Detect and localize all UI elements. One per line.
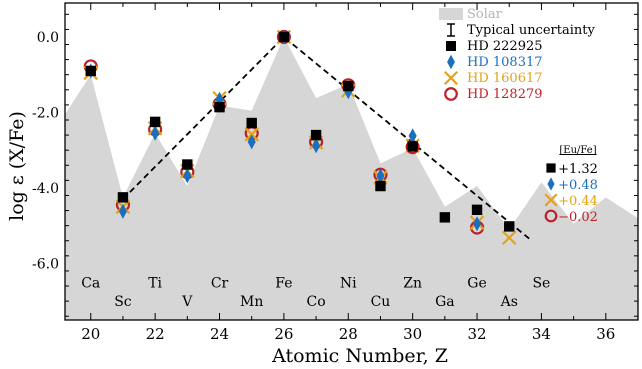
element-label-sc: Sc — [114, 294, 132, 310]
legend-marker-hd-160617 — [443, 70, 459, 86]
point-hd-160617-z25 — [244, 127, 259, 142]
element-label-se: Se — [532, 275, 550, 291]
eu-fe-marker-hd-222925 — [546, 163, 556, 173]
point-hd-222925-z28 — [343, 80, 354, 92]
point-hd-160617-z33 — [501, 230, 517, 246]
x-tick-label-28: 28 — [339, 325, 358, 343]
y-tick-label: 0.0 — [37, 30, 59, 46]
point-hd-108317-z24 — [215, 91, 224, 107]
y-tick-label: -6.0 — [32, 256, 59, 272]
x-axis-label: Atomic Number, Z — [271, 345, 448, 367]
y-axis-label: log ε (X/Fe) — [6, 111, 28, 221]
point-hd-222925-z27 — [310, 129, 322, 141]
x-tick-label-20: 20 — [81, 325, 100, 343]
point-hd-222925-z23 — [182, 159, 193, 170]
fit-line — [122, 35, 533, 242]
eu-fe-key: [Eu/Fe] +1.32+0.48+0.44−0.02 — [544, 145, 598, 225]
element-label-as: As — [500, 294, 518, 310]
fit-line-layer — [122, 35, 533, 242]
legend-solar-label: Solar — [467, 7, 503, 22]
legend-label-hd-128279: HD 128279 — [467, 87, 543, 102]
element-label-ge: Ge — [467, 275, 486, 291]
eu-fe-value-hd-108317: +0.48 — [558, 178, 598, 193]
point-hd-222925-z20 — [85, 65, 96, 77]
point-hd-222925-z26 — [278, 31, 290, 43]
point-hd-222925-z25 — [246, 117, 257, 129]
point-hd-222925-z22 — [149, 116, 161, 128]
legend-uncertainty-bar — [447, 23, 455, 37]
x-tick-label-34: 34 — [532, 325, 551, 343]
x-tick-label-30: 30 — [403, 325, 422, 343]
plot-frame — [64, 2, 639, 321]
eu-fe-value-hd-128279: −0.02 — [558, 210, 598, 225]
legend-label-hd-222925: HD 222925 — [467, 39, 543, 54]
element-label-co: Co — [307, 294, 326, 310]
element-label-ga: Ga — [435, 294, 455, 310]
point-hd-222925-z24 — [214, 101, 225, 113]
data-points-layer — [83, 29, 517, 246]
eu-fe-marker-hd-128279 — [544, 209, 558, 223]
solar-area-layer — [65, 37, 638, 320]
x-tick-label-22: 22 — [146, 325, 165, 343]
element-label-ca: Ca — [81, 275, 100, 291]
point-hd-108317-z30 — [408, 128, 417, 144]
eu-fe-value-hd-222925: +1.32 — [558, 162, 598, 177]
x-tick-label-24: 24 — [210, 325, 229, 343]
point-hd-108317-z29 — [376, 168, 385, 184]
element-label-cu: Cu — [371, 294, 391, 310]
element-labels-layer: Ca Sc Ti V Cr Mn Fe Co Ni Cu Zn Ga Ge As Se — [81, 275, 550, 310]
element-label-zn: Zn — [403, 275, 422, 291]
y-tick-label: -2.0 — [32, 105, 59, 121]
eu-fe-value-hd-160617: +0.44 — [558, 194, 598, 209]
point-hd-108317-z23 — [183, 168, 192, 184]
point-hd-108317-z21 — [118, 203, 127, 219]
point-hd-108317-z27 — [312, 138, 321, 154]
eu-fe-marker-hd-160617 — [544, 193, 558, 207]
point-hd-108317-z32 — [472, 216, 482, 232]
point-hd-222925-z33 — [504, 221, 515, 232]
legend-marker-hd-222925 — [446, 41, 456, 51]
solar-area — [65, 37, 638, 320]
eu-fe-marker-hd-108317 — [547, 177, 555, 191]
series-hd-222925 — [85, 31, 515, 232]
point-hd-108317-z22 — [151, 125, 160, 141]
point-hd-222925-z30 — [407, 141, 418, 152]
axes-layer: 20 22 24 26 28 30 32 34 36 0.0 -2.0 -4.0 -6.0 — [32, 2, 639, 343]
element-label-ti: Ti — [148, 275, 162, 291]
point-hd-222925-z29 — [375, 180, 386, 192]
element-label-ni: Ni — [340, 275, 357, 291]
point-hd-108317-z25 — [247, 134, 256, 150]
x-tick-label-26: 26 — [274, 325, 293, 343]
y-tick-label: -4.0 — [32, 181, 59, 197]
x-tick-label-32: 32 — [467, 325, 486, 343]
x-tick-label-36: 36 — [596, 325, 615, 343]
legend-marker-hd-108317 — [447, 54, 455, 70]
eu-fe-header: [Eu/Fe] — [559, 145, 596, 156]
legend-label-hd-160617: HD 160617 — [467, 71, 543, 86]
element-label-fe: Fe — [275, 275, 292, 291]
element-label-mn: Mn — [240, 294, 263, 310]
element-label-v: V — [181, 294, 193, 310]
legend-label-hd-108317: HD 108317 — [467, 55, 543, 70]
point-hd-222925-z32 — [471, 204, 483, 216]
legend-marker-hd-128279 — [444, 87, 458, 101]
point-hd-222925-z21 — [117, 192, 129, 203]
element-label-cr: Cr — [211, 275, 229, 291]
legend-solar-swatch — [439, 8, 463, 20]
legend-uncertainty-label: Typical uncertainty — [467, 23, 595, 38]
point-hd-222925-z31 — [439, 212, 451, 223]
